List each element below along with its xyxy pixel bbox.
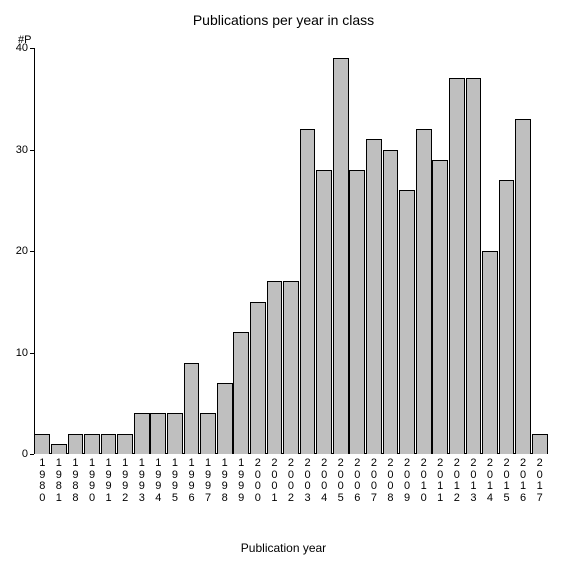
x-tick-label: 1 9 9 3 xyxy=(133,458,150,504)
y-tick-mark xyxy=(30,48,34,49)
bar xyxy=(117,434,133,454)
chart-container: Publications per year in class #P 010203… xyxy=(0,0,567,567)
bar xyxy=(167,413,183,454)
x-tick-label: 2 0 0 9 xyxy=(399,458,416,504)
x-tick-label: 1 9 9 2 xyxy=(117,458,134,504)
bar xyxy=(184,363,200,454)
bar xyxy=(84,434,100,454)
x-tick-label: 1 9 9 9 xyxy=(233,458,250,504)
x-tick-label: 2 0 0 1 xyxy=(266,458,283,504)
y-tick-label: 40 xyxy=(16,42,28,54)
x-tick-label: 2 0 1 4 xyxy=(482,458,499,504)
x-tick-label: 1 9 8 0 xyxy=(34,458,51,504)
x-tick-label: 2 0 1 1 xyxy=(432,458,449,504)
chart-title: Publications per year in class xyxy=(0,12,567,28)
x-tick-label: 1 9 9 5 xyxy=(167,458,184,504)
bar xyxy=(349,170,365,454)
y-tick-label: 30 xyxy=(16,144,28,156)
bar xyxy=(300,129,316,454)
x-tick-label: 2 0 1 5 xyxy=(498,458,515,504)
bar xyxy=(466,78,482,454)
bar xyxy=(333,58,349,454)
x-tick-label: 1 9 9 7 xyxy=(200,458,217,504)
x-axis-title: Publication year xyxy=(0,541,567,555)
bar xyxy=(366,139,382,454)
x-tick-label: 1 9 9 8 xyxy=(216,458,233,504)
y-tick-label: 0 xyxy=(22,448,28,460)
bar xyxy=(432,160,448,454)
y-tick-mark xyxy=(30,150,34,151)
y-tick-mark xyxy=(30,454,34,455)
y-axis-line xyxy=(34,48,35,454)
x-tick-label: 2 0 1 0 xyxy=(415,458,432,504)
x-tick-label: 1 9 9 6 xyxy=(183,458,200,504)
bar xyxy=(283,281,299,454)
bar xyxy=(250,302,266,454)
x-tick-label: 2 0 1 6 xyxy=(515,458,532,504)
x-tick-label: 1 9 9 1 xyxy=(100,458,117,504)
bar xyxy=(134,413,150,454)
x-tick-label: 2 0 0 6 xyxy=(349,458,366,504)
y-tick-label: 10 xyxy=(16,347,28,359)
x-tick-label: 2 0 1 7 xyxy=(531,458,548,504)
x-tick-label: 2 0 0 7 xyxy=(366,458,383,504)
bar xyxy=(416,129,432,454)
x-tick-label: 1 9 9 0 xyxy=(84,458,101,504)
bar xyxy=(101,434,117,454)
bar xyxy=(482,251,498,454)
x-tick-label: 2 0 0 2 xyxy=(283,458,300,504)
x-tick-label: 2 0 0 8 xyxy=(382,458,399,504)
bar xyxy=(383,150,399,455)
bar xyxy=(150,413,166,454)
bar xyxy=(34,434,50,454)
bar xyxy=(449,78,465,454)
x-tick-label: 2 0 0 0 xyxy=(250,458,267,504)
y-tick-mark xyxy=(30,353,34,354)
x-tick-label: 1 9 8 1 xyxy=(51,458,68,504)
plot-area: 0102030401 9 8 01 9 8 11 9 8 81 9 9 01 9… xyxy=(34,48,548,454)
bar xyxy=(499,180,515,454)
bar xyxy=(51,444,67,454)
bar xyxy=(267,281,283,454)
bar xyxy=(233,332,249,454)
x-tick-label: 2 0 1 2 xyxy=(449,458,466,504)
bar xyxy=(68,434,84,454)
x-tick-label: 1 9 9 4 xyxy=(150,458,167,504)
bar xyxy=(515,119,531,454)
bar xyxy=(217,383,233,454)
x-tick-label: 2 0 1 3 xyxy=(465,458,482,504)
bar xyxy=(399,190,415,454)
y-tick-label: 20 xyxy=(16,245,28,257)
bar xyxy=(200,413,216,454)
x-tick-label: 1 9 8 8 xyxy=(67,458,84,504)
y-tick-mark xyxy=(30,251,34,252)
x-tick-label: 2 0 0 3 xyxy=(299,458,316,504)
x-tick-label: 2 0 0 4 xyxy=(316,458,333,504)
bar xyxy=(532,434,548,454)
x-tick-label: 2 0 0 5 xyxy=(332,458,349,504)
bar xyxy=(316,170,332,454)
